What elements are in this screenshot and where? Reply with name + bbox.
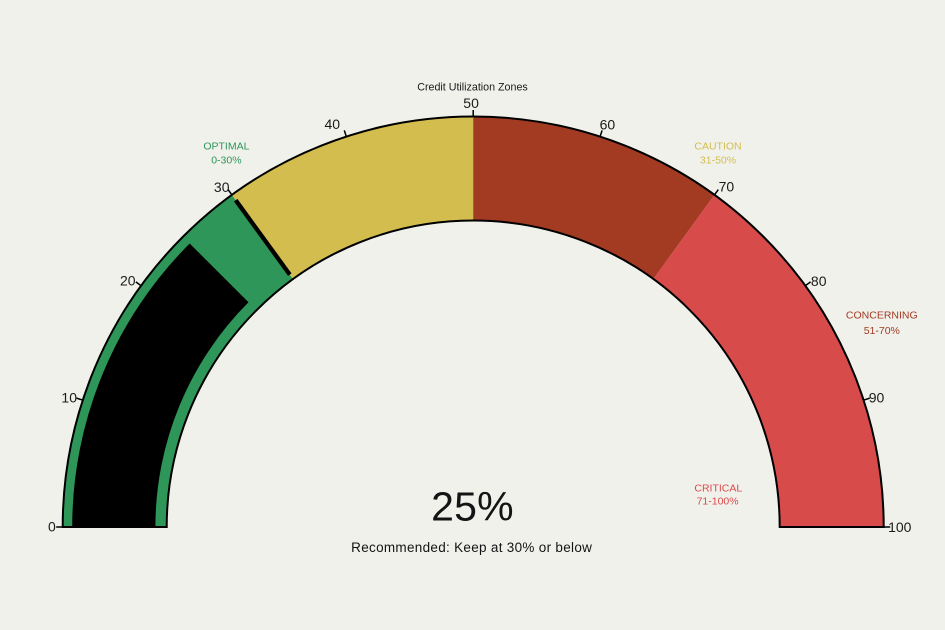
svg-text:30: 30 xyxy=(214,179,230,195)
svg-text:Credit Utilization Zones: Credit Utilization Zones xyxy=(417,82,527,94)
svg-text:25%: 25% xyxy=(431,483,514,529)
svg-text:80: 80 xyxy=(811,273,827,289)
svg-text:OPTIMAL: OPTIMAL xyxy=(203,141,249,153)
svg-text:CONCERNING: CONCERNING xyxy=(846,310,918,322)
svg-text:CAUTION: CAUTION xyxy=(694,140,741,152)
svg-text:100: 100 xyxy=(888,519,912,535)
svg-text:50: 50 xyxy=(463,95,479,111)
svg-text:31-50%: 31-50% xyxy=(700,155,736,167)
svg-text:90: 90 xyxy=(869,389,885,405)
svg-text:Recommended: Keep at 30% or be: Recommended: Keep at 30% or below xyxy=(351,540,592,555)
svg-text:51-70%: 51-70% xyxy=(864,325,900,337)
svg-text:40: 40 xyxy=(325,116,341,132)
svg-text:10: 10 xyxy=(61,389,77,405)
svg-text:20: 20 xyxy=(120,272,136,288)
svg-text:60: 60 xyxy=(600,116,616,132)
svg-text:CRITICAL: CRITICAL xyxy=(694,482,742,494)
svg-text:0-30%: 0-30% xyxy=(211,155,241,167)
svg-text:70: 70 xyxy=(719,178,735,194)
svg-text:0: 0 xyxy=(48,518,56,534)
svg-text:71-100%: 71-100% xyxy=(697,496,739,508)
